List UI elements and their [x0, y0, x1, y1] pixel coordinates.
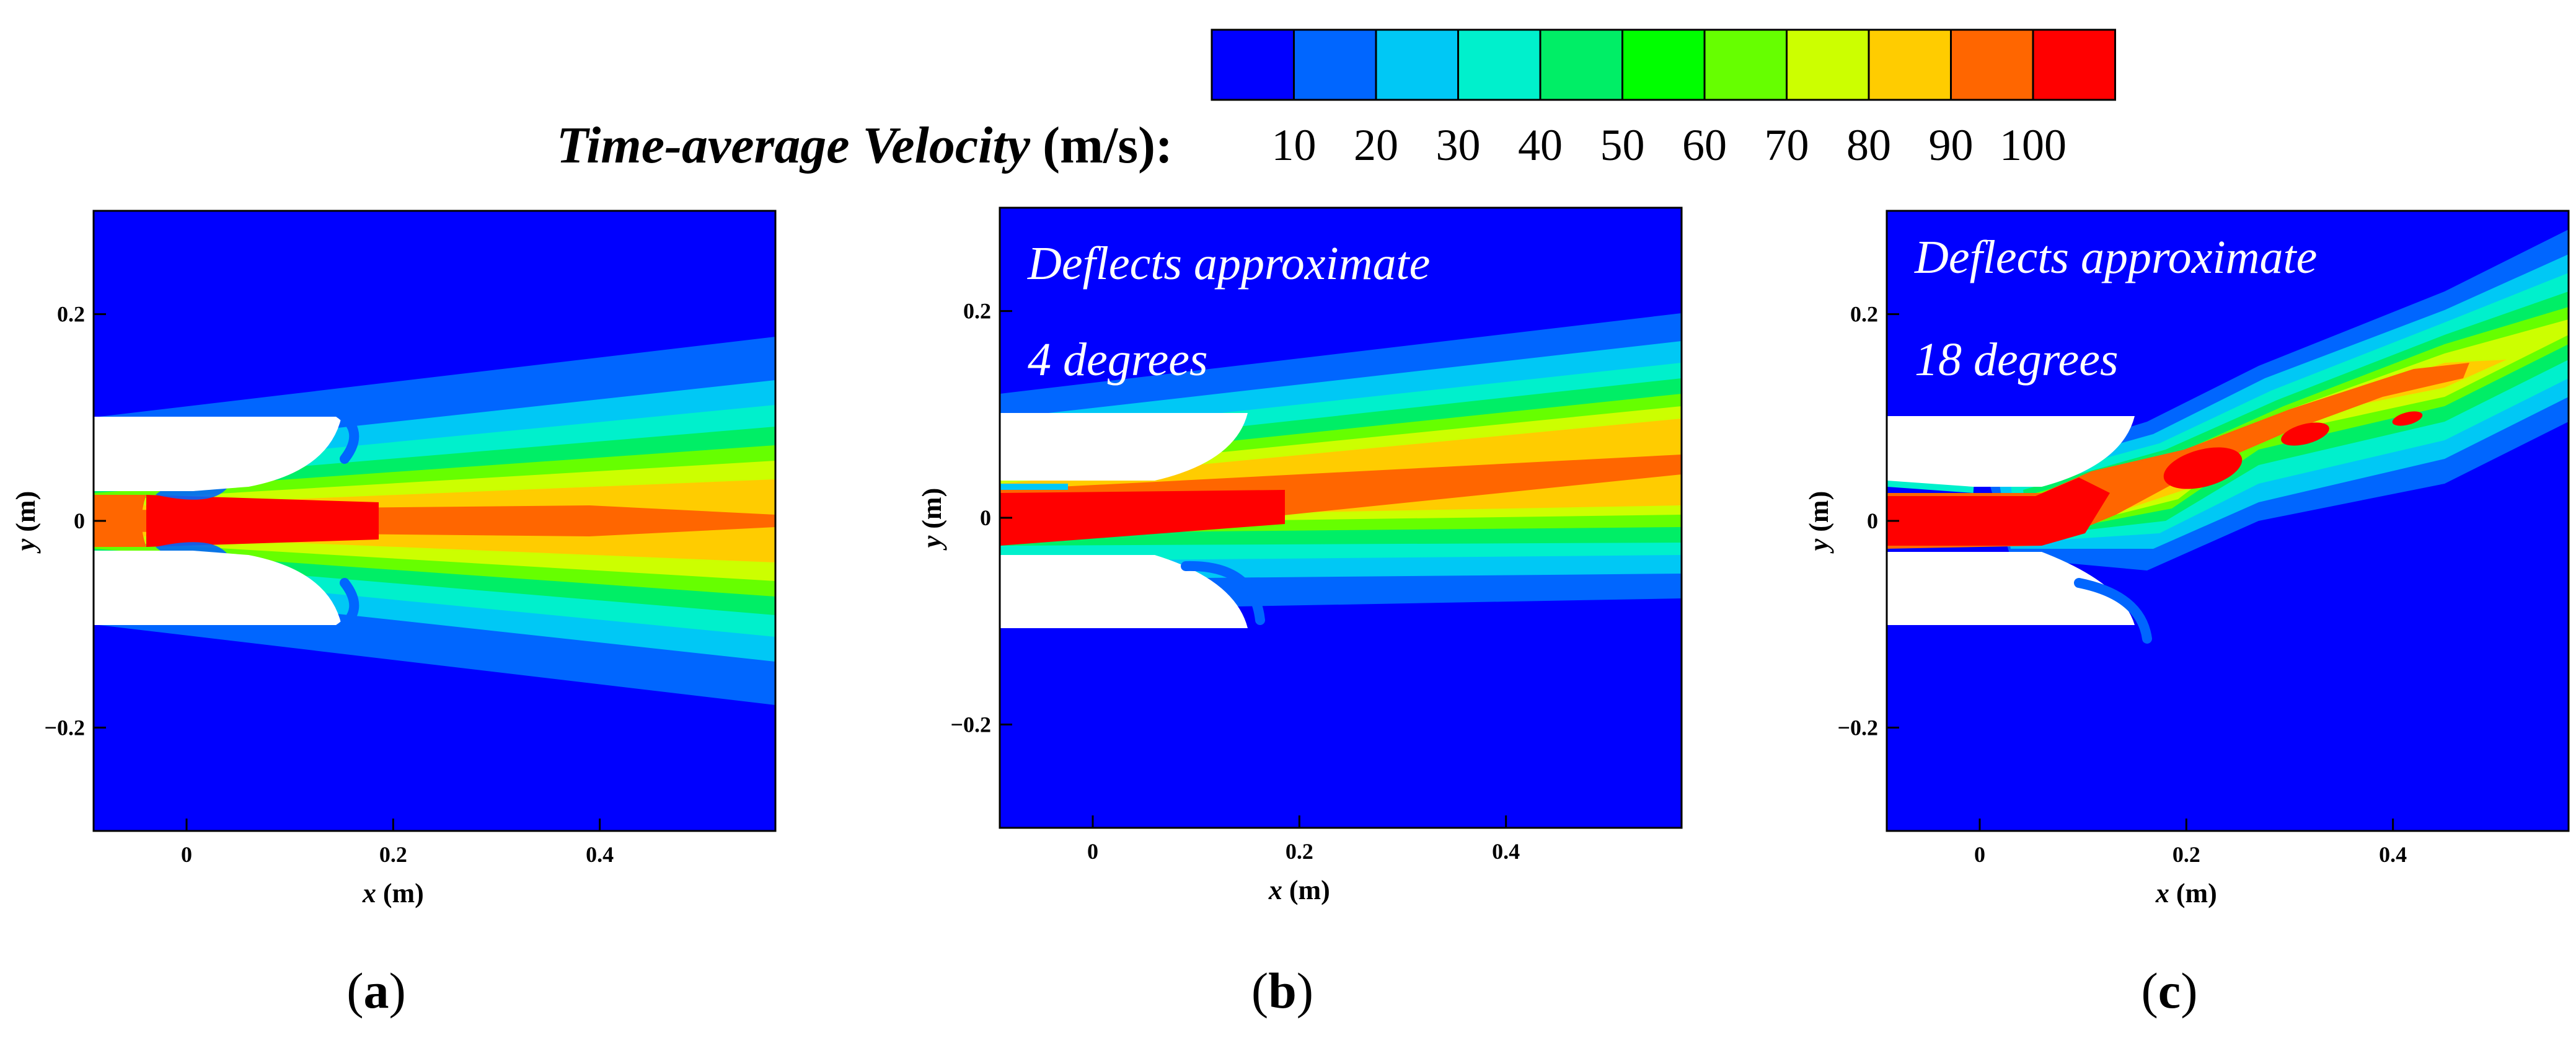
colorbar-cell	[1868, 29, 1952, 101]
colorbar-tick-label: 30	[1436, 120, 1481, 170]
y-tick-label: 0.2	[57, 302, 85, 327]
y-axis-label: y (m)	[11, 491, 41, 554]
x-tick-label: 0.2	[379, 842, 407, 867]
colorbar-tick-label: 100	[2000, 120, 2067, 170]
y-tick-label: −0.2	[44, 715, 85, 740]
colorbar-tick-label: 50	[1600, 120, 1645, 170]
colorbar-title-unit: (m/s):	[1043, 117, 1173, 174]
annotation-line-2: 18 degrees	[1915, 334, 2119, 386]
axes: 0 0.2 0.4 0.2 0 −0.2 x (m) y (m)	[1804, 210, 2570, 908]
x-axis-label: x (m)	[1268, 875, 1330, 905]
colorbar-tick-label: 90	[1929, 120, 1974, 170]
colorbar-cell	[1786, 29, 1870, 101]
velocity-field	[94, 337, 775, 705]
caption-b: (b)	[1251, 962, 1313, 1019]
x-tick-label: 0.4	[1492, 839, 1520, 864]
y-tick-label: 0	[980, 505, 991, 530]
colorbar-tick-label: 20	[1354, 120, 1398, 170]
annotation-line-2: 4 degrees	[1028, 334, 1208, 386]
caption-c: (c)	[2141, 962, 2197, 1019]
panel-b: Deflects approximate 4 degrees 0 0.2 0.4 0.…	[917, 206, 1683, 905]
colorbar-cell	[1457, 29, 1542, 101]
colorbar-tick-label: 40	[1518, 120, 1563, 170]
colorbar-cell	[1950, 29, 2034, 101]
x-axis-label: x (m)	[2155, 878, 2217, 908]
colorbar-tick-label: 10	[1272, 120, 1317, 170]
colorbar-tick-labels: 10 20 30 40 50 60 70 80 90 100	[1272, 120, 2067, 170]
y-axis-label: y (m)	[917, 488, 947, 551]
y-tick-label: 0.2	[1850, 302, 1878, 327]
x-tick-label: 0.2	[1286, 839, 1313, 864]
axes: 0 0.2 0.4 0.2 0 −0.2 x (m) y (m)	[11, 210, 777, 908]
colorbar-cell	[1621, 29, 1706, 101]
x-tick-label: 0.2	[2172, 842, 2200, 867]
x-axis-label: x (m)	[362, 878, 424, 908]
x-tick-label: 0.4	[586, 842, 614, 867]
colorbar-cell	[1293, 29, 1377, 101]
panel-c: Deflects approximate 18 degrees 0 0.2 0.40…	[1804, 210, 2570, 908]
y-tick-label: −0.2	[950, 712, 991, 737]
axes: 0 0.2 0.4 0.2 0 −0.2 x (m) y (m)	[917, 206, 1683, 905]
colorbar-cell	[1211, 29, 1295, 101]
caption-b-letter: b	[1268, 962, 1297, 1019]
colorbar-cell	[1539, 29, 1623, 101]
panel-a: 0 0.2 0.4 0.2 0 −0.2 x (m) y (m)	[11, 210, 777, 908]
y-tick-label: 0.2	[963, 299, 991, 324]
colorbar-title: Time-average Velocity (m/s):	[557, 117, 1173, 174]
y-tick-label: 0	[74, 508, 85, 533]
x-tick-label: 0.4	[2379, 842, 2407, 867]
colorbar-cell	[1703, 29, 1788, 101]
velocity-field: Deflects approximate 4 degrees	[1000, 237, 1682, 628]
x-tick-label: 0	[181, 842, 192, 867]
y-tick-label: −0.2	[1837, 715, 1878, 740]
colorbar-tick-label: 70	[1765, 120, 1809, 170]
velocity-field: Deflects approximate 18 degrees	[1886, 229, 2569, 644]
y-tick-label: 0	[1867, 508, 1878, 533]
colorbar-title-italic: Time-average Velocity	[557, 117, 1031, 174]
annotation-line-1: Deflects approximate	[1914, 231, 2317, 283]
colorbar-tick-label: 60	[1682, 120, 1727, 170]
colorbar-cell	[1375, 29, 1459, 101]
caption-c-letter: c	[2158, 962, 2181, 1019]
colorbar-cell	[2032, 29, 2116, 101]
x-tick-label: 0	[1087, 839, 1098, 864]
annotation-line-1: Deflects approximate	[1027, 237, 1430, 290]
caption-a-letter: a	[364, 962, 389, 1019]
colorbar-tick-label: 80	[1846, 120, 1891, 170]
y-axis-label: y (m)	[1804, 491, 1834, 554]
colorbar-cells	[1211, 29, 2116, 101]
colorbar-legend: Time-average Velocity (m/s): 10 20 30 40 50 60…	[557, 29, 2116, 174]
x-tick-label: 0	[1974, 842, 1985, 867]
caption-a: (a)	[346, 962, 406, 1019]
